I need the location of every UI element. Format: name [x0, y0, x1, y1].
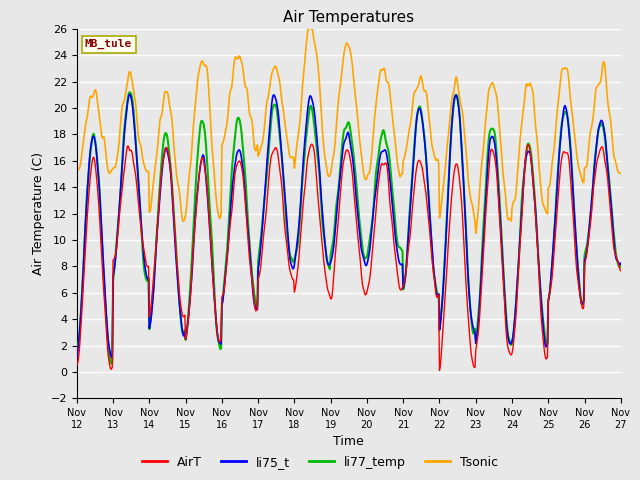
Title: Air Temperatures: Air Temperatures: [284, 10, 414, 25]
Legend: AirT, li75_t, li77_temp, Tsonic: AirT, li75_t, li77_temp, Tsonic: [138, 451, 502, 474]
Y-axis label: Air Temperature (C): Air Temperature (C): [32, 152, 45, 275]
Text: MB_tule: MB_tule: [85, 39, 132, 49]
X-axis label: Time: Time: [333, 435, 364, 448]
